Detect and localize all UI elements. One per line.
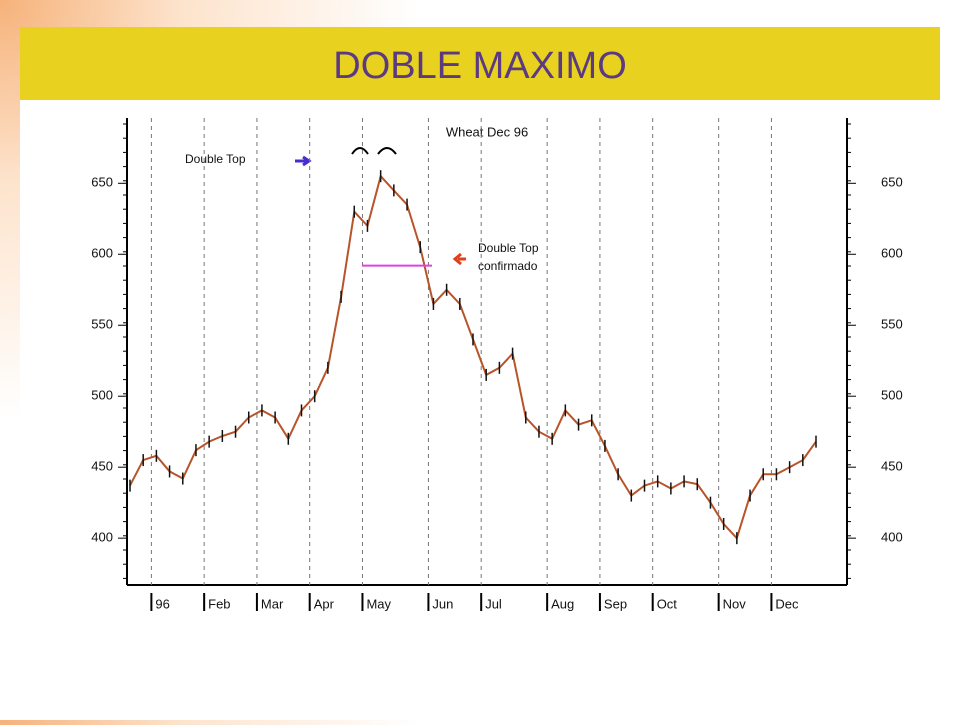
y-tick-label: 500 [881, 388, 903, 403]
x-tick-label: Jun [432, 596, 453, 611]
x-tick-label: May [366, 596, 391, 611]
y-tick-label: 550 [881, 317, 903, 332]
annotation: Double Top [185, 152, 246, 166]
x-tick-label: Aug [551, 596, 574, 611]
top-marker [351, 147, 397, 155]
x-tick-label: Mar [261, 596, 284, 611]
y-tick-label: 550 [91, 317, 113, 332]
x-tick-label: Sep [604, 596, 627, 611]
x-tick-label: Oct [657, 596, 678, 611]
y-tick-label: 500 [91, 388, 113, 403]
annotation: Double Top confirmado [478, 241, 539, 273]
y-tick-label: 650 [91, 175, 113, 190]
x-tick-label: Apr [314, 596, 335, 611]
title-banner [20, 27, 940, 100]
y-tick-label: 450 [91, 459, 113, 474]
y-tick-label: 450 [881, 459, 903, 474]
x-tick-label: Feb [208, 596, 230, 611]
y-tick-label: 400 [91, 530, 113, 545]
y-tick-label: 600 [881, 246, 903, 261]
arrow [452, 252, 466, 266]
x-tick-label: 96 [155, 596, 169, 611]
x-tick-label: Nov [723, 596, 747, 611]
slide-title: DOBLE MAXIMO [333, 45, 627, 87]
y-tick-label: 650 [881, 175, 903, 190]
arrow [295, 155, 312, 167]
y-tick-label: 600 [91, 246, 113, 261]
x-tick-label: Jul [485, 596, 502, 611]
chart-title: Wheat Dec 96 [446, 124, 528, 139]
x-tick-label: Dec [775, 596, 799, 611]
y-tick-label: 400 [881, 530, 903, 545]
